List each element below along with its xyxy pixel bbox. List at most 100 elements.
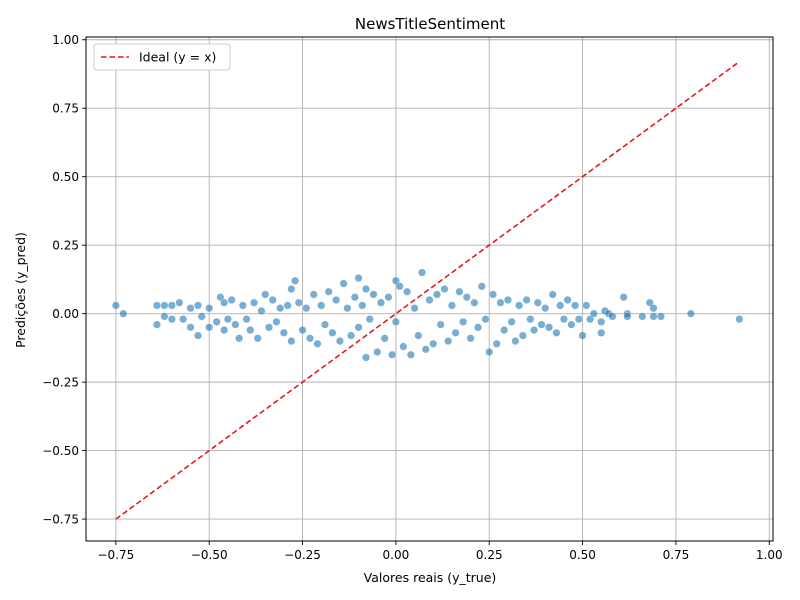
scatter-point bbox=[361, 284, 371, 294]
scatter-point bbox=[649, 304, 658, 313]
scatter-point bbox=[403, 287, 412, 296]
scatter-point bbox=[175, 298, 184, 307]
scatter-point bbox=[417, 268, 427, 277]
y-tick-label: 0.75 bbox=[52, 102, 79, 116]
scatter-point bbox=[160, 301, 169, 310]
scatter-point bbox=[376, 298, 386, 307]
scatter-point bbox=[279, 328, 288, 337]
scatter-point bbox=[578, 331, 587, 340]
x-tick-label: 1.00 bbox=[756, 548, 783, 562]
scatter-point bbox=[477, 282, 486, 291]
scatter-point bbox=[462, 293, 471, 302]
scatter-point bbox=[735, 315, 744, 324]
scatter-point bbox=[567, 320, 576, 329]
scatter-point bbox=[537, 320, 546, 329]
scatter-points bbox=[111, 268, 744, 362]
scatter-point bbox=[276, 304, 285, 313]
scatter-point bbox=[623, 312, 632, 321]
y-axis-label: Predições (y_pred) bbox=[13, 232, 28, 348]
scatter-point bbox=[220, 298, 229, 307]
scatter-point bbox=[380, 334, 389, 343]
scatter-point bbox=[425, 295, 434, 305]
y-tick-label: −0.25 bbox=[42, 376, 79, 390]
scatter-point bbox=[507, 317, 516, 326]
scatter-point bbox=[257, 306, 266, 315]
scatter-point bbox=[313, 339, 322, 348]
scatter-point bbox=[119, 309, 128, 318]
scatter-point bbox=[253, 334, 262, 343]
scatter-point bbox=[522, 295, 531, 305]
scatter-point bbox=[429, 339, 438, 348]
scatter-point bbox=[358, 301, 367, 310]
scatter-point bbox=[481, 315, 490, 324]
scatter-point bbox=[518, 331, 527, 340]
scatter-point bbox=[212, 317, 221, 326]
scatter-point bbox=[283, 301, 292, 310]
scatter-point bbox=[309, 290, 318, 299]
scatter-point bbox=[324, 287, 333, 296]
scatter-point bbox=[459, 317, 468, 326]
scatter-point bbox=[305, 334, 315, 343]
scatter-point bbox=[332, 295, 341, 305]
y-tick-label: −0.75 bbox=[42, 513, 79, 527]
scatter-point bbox=[223, 315, 232, 324]
scatter-point bbox=[186, 323, 195, 332]
x-tick-label: −0.75 bbox=[97, 548, 134, 562]
scatter-point bbox=[249, 298, 259, 307]
scatter-point bbox=[167, 301, 176, 310]
y-tick-label: 0.25 bbox=[52, 239, 79, 253]
scatter-point bbox=[541, 304, 550, 313]
scatter-point bbox=[500, 326, 509, 335]
scatter-point bbox=[152, 320, 161, 329]
x-tick-label: 0.75 bbox=[663, 548, 690, 562]
scatter-point bbox=[235, 334, 244, 343]
scatter-point bbox=[533, 298, 542, 307]
scatter-point bbox=[656, 312, 666, 321]
scatter-point bbox=[111, 301, 120, 310]
x-tick-label: 0.00 bbox=[383, 548, 410, 562]
y-tick-label: 1.00 bbox=[52, 33, 79, 47]
scatter-point bbox=[589, 309, 598, 318]
scatter-point bbox=[395, 282, 404, 291]
scatter-point bbox=[294, 298, 303, 307]
scatter-point bbox=[388, 350, 397, 359]
scatter-point bbox=[488, 290, 498, 299]
scatter-point bbox=[320, 320, 330, 329]
scatter-point bbox=[373, 347, 382, 357]
scatter-point bbox=[167, 315, 176, 324]
ideal-line bbox=[115, 61, 740, 520]
scatter-point bbox=[384, 293, 393, 302]
scatter-point bbox=[361, 353, 371, 362]
scatter-point bbox=[220, 326, 229, 335]
x-tick-label: −0.50 bbox=[191, 548, 228, 562]
scatter-point bbox=[350, 293, 359, 302]
scatter-point bbox=[597, 328, 606, 337]
scatter-point bbox=[287, 284, 296, 294]
scatter-point bbox=[548, 290, 557, 299]
scatter-point bbox=[447, 301, 456, 310]
scatter-point bbox=[544, 323, 554, 332]
scatter-point bbox=[242, 315, 251, 324]
scatter-point bbox=[582, 301, 591, 310]
x-tick-label: 0.50 bbox=[569, 548, 596, 562]
scatter-point bbox=[440, 284, 449, 294]
scatter-point bbox=[619, 293, 628, 302]
scatter-point bbox=[503, 295, 512, 305]
scatter-point bbox=[406, 350, 415, 359]
ticks: −0.75 −0.50 −0.25 0.00 0.25 0.50 0.75 1.00 −0.75… bbox=[42, 33, 782, 562]
scatter-point bbox=[160, 312, 169, 321]
scatter-point bbox=[205, 323, 214, 332]
scatter-point bbox=[347, 331, 356, 340]
scatter-point bbox=[272, 317, 281, 326]
scatter-point bbox=[365, 315, 374, 324]
scatter-point bbox=[574, 315, 583, 324]
scatter-point bbox=[205, 304, 214, 313]
scatter-point bbox=[686, 309, 695, 318]
scatter-point bbox=[466, 334, 475, 343]
scatter-point bbox=[597, 317, 606, 326]
scatter-point bbox=[193, 301, 203, 310]
scatter-point bbox=[511, 336, 520, 346]
scatter-point bbox=[302, 304, 311, 313]
